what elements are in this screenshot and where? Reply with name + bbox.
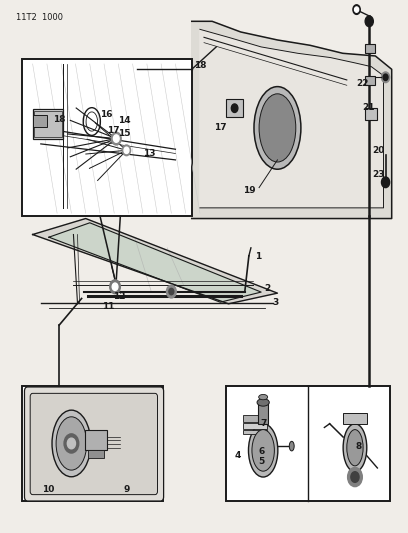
Circle shape — [348, 467, 362, 487]
Bar — [22, 59, 192, 216]
Circle shape — [113, 135, 119, 142]
Text: 3: 3 — [273, 298, 279, 307]
Text: 11: 11 — [102, 302, 114, 311]
Bar — [365, 44, 375, 53]
Circle shape — [355, 7, 359, 12]
Circle shape — [365, 16, 373, 27]
Ellipse shape — [259, 394, 268, 400]
Bar — [365, 76, 375, 85]
Circle shape — [64, 434, 79, 453]
Ellipse shape — [289, 441, 294, 451]
Text: 9: 9 — [123, 485, 130, 494]
Text: 10: 10 — [42, 485, 54, 494]
Circle shape — [383, 74, 388, 80]
Text: 19: 19 — [243, 187, 255, 195]
Circle shape — [381, 177, 390, 188]
Text: 20: 20 — [372, 146, 384, 155]
Text: 23: 23 — [372, 171, 385, 179]
Circle shape — [169, 288, 174, 295]
Bar — [33, 109, 63, 139]
Bar — [243, 430, 267, 434]
Ellipse shape — [257, 399, 269, 406]
Circle shape — [231, 104, 238, 112]
Text: 12: 12 — [113, 293, 125, 301]
Text: 18: 18 — [53, 116, 65, 124]
Text: 8: 8 — [356, 442, 362, 451]
Text: 7: 7 — [260, 419, 267, 428]
Text: 17: 17 — [107, 126, 120, 135]
Bar — [33, 115, 47, 127]
Text: 11T2  1000: 11T2 1000 — [16, 13, 63, 22]
Circle shape — [351, 472, 359, 482]
FancyBboxPatch shape — [30, 393, 157, 495]
Polygon shape — [192, 21, 392, 219]
Text: 17: 17 — [214, 124, 226, 132]
Polygon shape — [200, 29, 384, 208]
Text: 18: 18 — [194, 61, 206, 70]
Bar — [243, 423, 267, 429]
Bar — [226, 386, 390, 501]
Polygon shape — [33, 219, 277, 304]
Bar — [22, 386, 163, 501]
Bar — [88, 450, 104, 458]
Circle shape — [67, 438, 75, 449]
Bar — [34, 111, 62, 137]
Text: 15: 15 — [118, 129, 131, 138]
Text: 4: 4 — [234, 451, 241, 460]
Bar — [365, 108, 377, 120]
Polygon shape — [49, 223, 261, 302]
Bar — [226, 99, 243, 117]
Circle shape — [110, 280, 120, 294]
Text: 22: 22 — [356, 79, 368, 88]
Text: 2: 2 — [264, 285, 271, 293]
Text: 16: 16 — [100, 110, 112, 119]
Text: 14: 14 — [118, 117, 131, 125]
Bar — [343, 413, 367, 424]
Ellipse shape — [52, 410, 91, 477]
Circle shape — [353, 5, 360, 14]
Bar — [85, 430, 107, 450]
Bar — [243, 415, 267, 422]
Text: 21: 21 — [362, 103, 375, 112]
Circle shape — [381, 72, 390, 83]
Text: 1: 1 — [255, 253, 261, 261]
Ellipse shape — [248, 424, 278, 477]
Circle shape — [124, 147, 129, 154]
Circle shape — [166, 285, 176, 298]
Text: 13: 13 — [143, 149, 155, 158]
Ellipse shape — [259, 94, 296, 162]
Ellipse shape — [254, 86, 301, 169]
Ellipse shape — [252, 430, 275, 471]
Text: 6: 6 — [259, 448, 265, 456]
Ellipse shape — [347, 430, 363, 466]
Text: 5: 5 — [259, 457, 265, 465]
Ellipse shape — [56, 417, 86, 470]
FancyBboxPatch shape — [24, 387, 164, 501]
Ellipse shape — [343, 424, 367, 472]
Circle shape — [111, 132, 121, 145]
Circle shape — [122, 145, 131, 156]
Bar — [258, 403, 268, 424]
Circle shape — [112, 283, 118, 290]
